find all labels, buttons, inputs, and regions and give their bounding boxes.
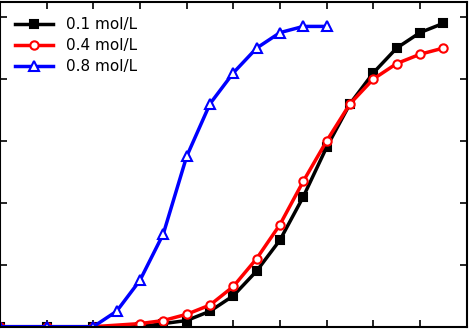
Line: 0.1 mol/L: 0.1 mol/L (0, 19, 447, 330)
0.4 mol/L (440, 46, 446, 50)
0.4 mol/L (277, 222, 283, 226)
0.4 mol/L (44, 325, 49, 329)
0.4 mol/L (254, 257, 259, 261)
0.1 mol/L (440, 21, 446, 25)
0.1 mol/L (371, 71, 376, 75)
0.1 mol/L (0, 325, 3, 329)
Line: 0.8 mol/L: 0.8 mol/L (0, 21, 332, 330)
0.1 mol/L (184, 318, 189, 322)
0.1 mol/L (347, 102, 353, 106)
0.1 mol/L (394, 46, 400, 50)
0.4 mol/L (301, 179, 306, 183)
0.1 mol/L (44, 325, 49, 329)
0.1 mol/L (277, 238, 283, 242)
0.4 mol/L (347, 102, 353, 106)
0.4 mol/L (0, 325, 3, 329)
0.8 mol/L (277, 31, 283, 35)
0.8 mol/L (137, 278, 143, 282)
0.8 mol/L (0, 325, 3, 329)
0.8 mol/L (44, 325, 49, 329)
0.8 mol/L (114, 309, 120, 313)
0.8 mol/L (184, 154, 189, 158)
0.8 mol/L (207, 102, 213, 106)
0.4 mol/L (137, 322, 143, 326)
0.8 mol/L (160, 232, 166, 236)
0.4 mol/L (207, 303, 213, 307)
0.1 mol/L (160, 322, 166, 326)
Line: 0.4 mol/L: 0.4 mol/L (0, 44, 447, 330)
0.4 mol/L (417, 52, 423, 56)
0.4 mol/L (160, 318, 166, 322)
0.1 mol/L (230, 294, 236, 298)
0.1 mol/L (324, 145, 329, 149)
Legend: 0.1 mol/L, 0.4 mol/L, 0.8 mol/L: 0.1 mol/L, 0.4 mol/L, 0.8 mol/L (8, 9, 144, 82)
0.8 mol/L (301, 24, 306, 28)
0.4 mol/L (394, 62, 400, 66)
0.1 mol/L (91, 325, 96, 329)
0.4 mol/L (324, 139, 329, 143)
0.4 mol/L (91, 325, 96, 329)
0.8 mol/L (230, 71, 236, 75)
0.4 mol/L (184, 312, 189, 316)
0.1 mol/L (207, 309, 213, 313)
0.8 mol/L (254, 46, 259, 50)
0.8 mol/L (324, 24, 329, 28)
0.1 mol/L (254, 269, 259, 273)
0.1 mol/L (417, 31, 423, 35)
0.1 mol/L (137, 325, 143, 329)
0.4 mol/L (230, 284, 236, 288)
0.1 mol/L (301, 195, 306, 199)
0.8 mol/L (91, 325, 96, 329)
0.4 mol/L (371, 77, 376, 81)
